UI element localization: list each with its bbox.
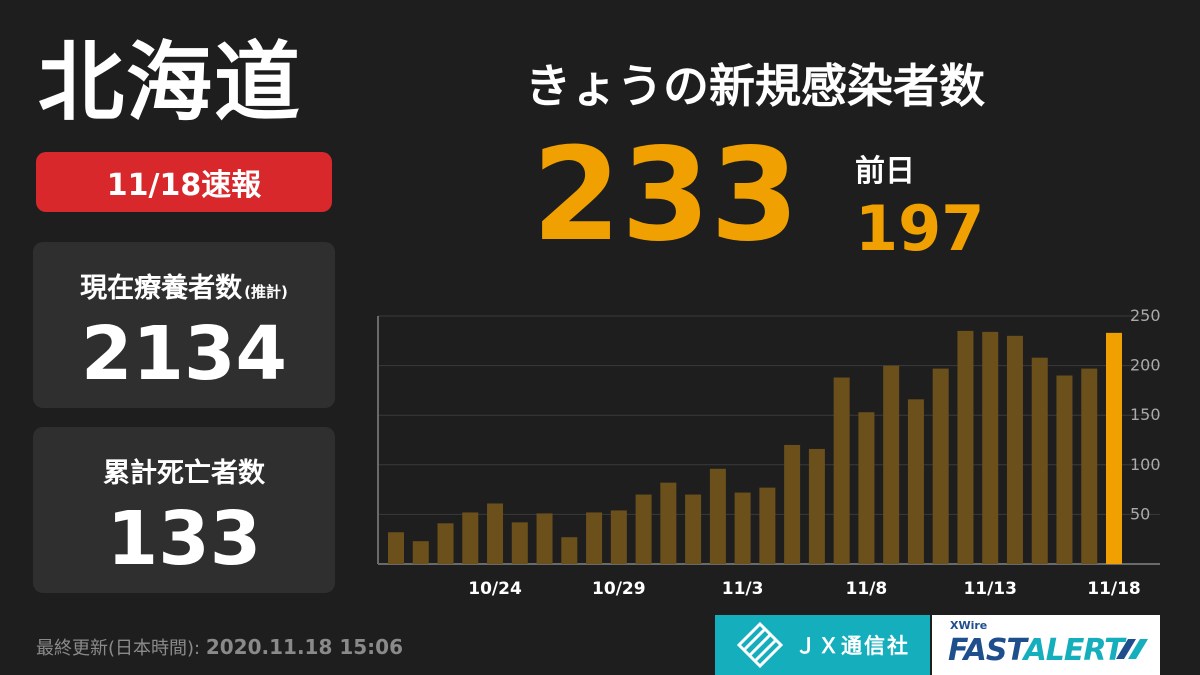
cumulative-deaths-value: 133 [106,496,262,582]
cumulative-deaths-label: 累計死亡者数 [103,458,265,489]
bar-10-20 [388,532,404,564]
cumulative-deaths-panel: 累計死亡者数 133 [33,427,335,593]
y-tick-label: 150 [1130,405,1161,424]
bar-10-27 [561,537,578,564]
y-tick-label: 250 [1130,306,1161,325]
x-tick-label: 10/24 [468,579,522,599]
bar-10-23 [462,512,479,564]
headline: きょうの新規感染者数 [525,59,985,113]
bar-11-14 [1006,335,1023,564]
fast-text: FAST [948,633,1025,668]
x-tick-label: 11/3 [722,579,764,599]
last-updated-label: 最終更新(日本時間): [36,638,201,659]
jx-logo-text: ＪＸ通信社 [795,634,910,658]
fastalert-logo: XWire FASTALERT [932,615,1160,675]
bar-11-6 [808,448,825,564]
fastalert-chevron-icon [1116,639,1148,659]
bar-11-12 [957,330,974,564]
bar-10-29 [610,510,627,564]
date-badge: 11/18速報 [36,152,332,212]
bar-11-9 [883,365,900,564]
bar-11-1 [685,494,702,564]
x-tick-label: 11/18 [1087,579,1141,599]
previous-day-label: 前日 [855,154,915,189]
y-tick-label: 200 [1130,356,1161,375]
y-tick-label: 100 [1130,455,1161,474]
x-tick-label: 10/29 [592,579,646,599]
today-count: 233 [532,121,800,270]
x-tick-label: 11/8 [846,579,888,599]
estimate-note: (推計) [244,283,288,301]
bar-11-18 [1106,332,1122,564]
bar-10-28 [586,512,603,564]
current-care-label: 現在療養者数 (推計) [33,266,335,305]
bar-10-22 [437,523,454,564]
bar-10-25 [511,522,528,564]
bar-11-13 [982,331,999,564]
region-title: 北海道 [38,33,302,133]
bar-11-4 [759,487,776,564]
bar-10-31 [660,482,677,564]
current-care-label-text: 現在療養者数 [80,273,243,304]
previous-day-value: 197 [855,192,985,265]
bar-10-26 [536,513,553,564]
jx-logo: ＪＸ通信社 [715,615,930,675]
bar-11-7 [833,377,850,564]
bar-11-16 [1056,375,1073,564]
bar-10-21 [412,541,429,564]
last-updated-timestamp: 2020.11.18 15:06 [205,635,403,659]
y-tick-label: 50 [1130,504,1150,523]
bar-11-3 [734,492,751,564]
bar-10-30 [635,494,652,564]
bar-11-2 [709,468,726,564]
fastalert-text: FASTALERT [948,633,1125,668]
bar-10-24 [487,503,504,564]
jx-mark-icon [737,622,783,668]
bar-11-8 [858,412,875,564]
bar-11-5 [784,444,801,564]
x-tick-label: 11/13 [963,579,1017,599]
bar-11-15 [1031,357,1048,564]
alert-text: ALERT [1023,633,1125,668]
last-updated: 最終更新(日本時間): 2020.11.18 15:06 [36,634,403,660]
bar-11-17 [1081,368,1098,564]
current-care-panel: 現在療養者数 (推計) 2134 [33,242,335,408]
bar-11-10 [907,399,924,564]
xwire-text: XWire [950,619,988,632]
current-care-value: 2134 [81,311,287,397]
bar-11-11 [932,368,949,564]
